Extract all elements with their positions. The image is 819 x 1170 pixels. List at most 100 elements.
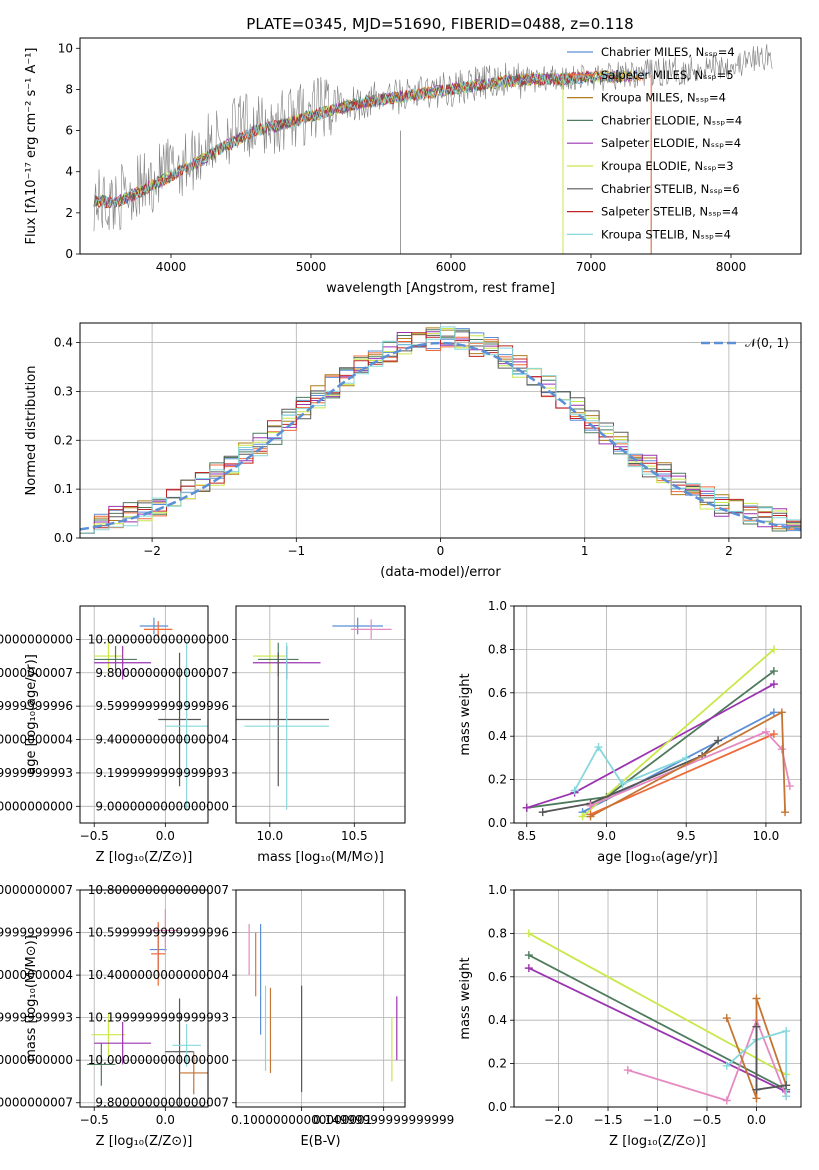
- weight-series-7: [573, 745, 687, 791]
- chart-residuals: −2 −1 0 1 2 0.0 0.1 0.2 0.3 0.4 (data-model)/error…: [24, 322, 802, 580]
- plot-area: [93, 43, 773, 254]
- y-tick-label: 9.8000000000000007: [0, 1096, 73, 1110]
- weight-marker: [785, 782, 794, 791]
- axes-frame: [513, 889, 802, 1108]
- x-tick-label: 9.5: [677, 829, 696, 843]
- figure-title: PLATE=0345, MJD=51690, FIBERID=0488, z=0…: [246, 15, 633, 33]
- y-tick-label: 9.8000000000000007: [95, 1096, 229, 1110]
- chart-age-weight: 8.5 9.0 9.5 10.0 0.0 0.2 0.4 0.6 0.8 1.0 age [log₁…: [458, 599, 802, 865]
- x-tick-label: 2: [725, 544, 733, 558]
- axes-frame: [79, 37, 802, 255]
- weight-marker: [570, 786, 579, 795]
- weight-marker: [618, 779, 627, 788]
- weight-marker: [777, 745, 786, 754]
- weight-marker: [578, 812, 587, 821]
- x-tick-label: 8.5: [517, 829, 536, 843]
- legend-label: Kroupa STELIB, Nₛₛₚ=4: [601, 227, 731, 241]
- x-tick-label: −0.5: [692, 1113, 721, 1127]
- weight-series-1: [528, 954, 787, 1091]
- y-tick-label: 8: [65, 82, 73, 96]
- weight-series-6: [590, 730, 791, 807]
- weight-series-5: [542, 739, 719, 813]
- weight-marker: [777, 708, 786, 717]
- y-tick-label: 10.0000000000000000: [0, 1053, 73, 1067]
- weight-series-2: [528, 967, 787, 1093]
- model-spectrum-4: [93, 70, 631, 209]
- y-tick-label: 0.2: [54, 433, 73, 447]
- x-axis-label: E(B-V): [300, 1134, 340, 1149]
- y-axis-label: Flux [fλ10⁻¹⁷ erg cm⁻² s⁻¹ A⁻¹]: [24, 48, 39, 245]
- legend-label: Salpeter ELODIE, Nₛₛₚ=4: [601, 136, 741, 150]
- y-tick-label: 0.4: [488, 729, 507, 743]
- plot-area: [524, 929, 791, 1105]
- y-tick-label: 0.2: [488, 1057, 507, 1071]
- weight-marker: [594, 743, 603, 752]
- y-tick-label: 0.6: [488, 970, 507, 984]
- weight-marker: [752, 1022, 761, 1031]
- x-tick-label: 5000: [296, 260, 327, 274]
- weight-marker: [752, 1085, 761, 1094]
- y-axis-label: age [log₁₀(age/yr)]: [24, 654, 39, 775]
- y-tick-label: 0.0: [54, 531, 73, 545]
- y-tick-label: 2: [65, 206, 73, 220]
- y-tick-label: 4: [65, 165, 73, 179]
- axes-frame: [79, 322, 802, 539]
- plot-area: [248, 924, 398, 1093]
- y-tick-label: 0.8: [488, 642, 507, 656]
- x-tick-label: −1.0: [643, 1113, 672, 1127]
- axes-frame: [79, 889, 209, 1108]
- weight-series-3: [526, 683, 775, 809]
- x-tick-label: −1: [287, 544, 305, 558]
- x-axis-label: Z [log₁₀(Z/Z⊙)]: [96, 1134, 193, 1149]
- y-tick-label: 10.1999999999999993: [88, 1011, 229, 1025]
- y-tick-label: 9.1999999999999993: [0, 766, 73, 780]
- weight-marker: [782, 1081, 791, 1090]
- weight-marker: [522, 803, 531, 812]
- x-axis-label: (data-model)/error: [380, 565, 501, 580]
- weight-marker: [781, 808, 790, 817]
- y-tick-label: 0.6: [488, 686, 507, 700]
- x-tick-label: 0.14999999999999999: [313, 1113, 454, 1127]
- x-tick-label: −2: [143, 544, 161, 558]
- y-tick-label: 9.8000000000000007: [95, 666, 229, 680]
- y-tick-label: 9.4000000000000004: [0, 733, 73, 747]
- weight-marker: [722, 1061, 731, 1070]
- chart-spectrum: 4000 5000 6000 7000 8000 0 2 4 6 8 10 wavelength [A…: [24, 37, 802, 296]
- x-tick-label: 10.5: [341, 829, 368, 843]
- axes-frame: [513, 605, 802, 824]
- chart-z-mass: −0.5 0.0 9.8000000000000007 10.000000000000…: [0, 883, 209, 1149]
- x-tick-label: 8000: [716, 260, 747, 274]
- weight-marker: [769, 730, 778, 739]
- x-tick-label: 7000: [576, 260, 607, 274]
- x-axis-label: wavelength [Angstrom, rest frame]: [326, 281, 555, 296]
- weight-marker: [769, 667, 778, 676]
- weight-marker: [761, 727, 770, 736]
- y-tick-label: 0.4: [54, 336, 73, 350]
- x-tick-label: 10.0: [753, 829, 780, 843]
- legend-label: 𝒩(0, 1): [745, 336, 789, 350]
- legend-label: Salpeter STELIB, Nₛₛₚ=4: [601, 205, 739, 219]
- legend-label: Chabrier MILES, Nₛₛₚ=4: [601, 45, 735, 59]
- y-axis-label: mass weight: [458, 673, 473, 755]
- y-tick-label: 10.4000000000000004: [88, 968, 229, 982]
- legend-label: Chabrier STELIB, Nₛₛₚ=6: [601, 182, 740, 196]
- weight-series-4: [582, 648, 775, 818]
- y-tick-label: 10.1999999999999993: [0, 1011, 73, 1025]
- model-spectrum-1: [93, 70, 644, 207]
- weight-marker: [769, 680, 778, 689]
- y-tick-label: 9.0000000000000000: [0, 799, 73, 813]
- y-tick-label: 0.8: [488, 926, 507, 940]
- y-tick-label: 1.0: [488, 599, 507, 613]
- weight-marker: [538, 808, 547, 817]
- y-tick-label: 9.5999999999999996: [95, 699, 229, 713]
- x-tick-label: −0.5: [80, 1113, 109, 1127]
- chart-z-weight: −2.0 −1.5 −1.0 −0.5 0.0 0.0 0.2 0.4 0.6 0.8 1.0 Z […: [458, 883, 802, 1149]
- y-tick-label: 10.8000000000000007: [88, 883, 229, 897]
- x-tick-label: −0.5: [80, 829, 109, 843]
- y-tick-label: 6: [65, 124, 73, 138]
- model-spectrum-0: [93, 69, 648, 208]
- weight-marker: [722, 1014, 731, 1023]
- weight-marker: [722, 1096, 731, 1105]
- y-tick-label: 0: [65, 247, 73, 261]
